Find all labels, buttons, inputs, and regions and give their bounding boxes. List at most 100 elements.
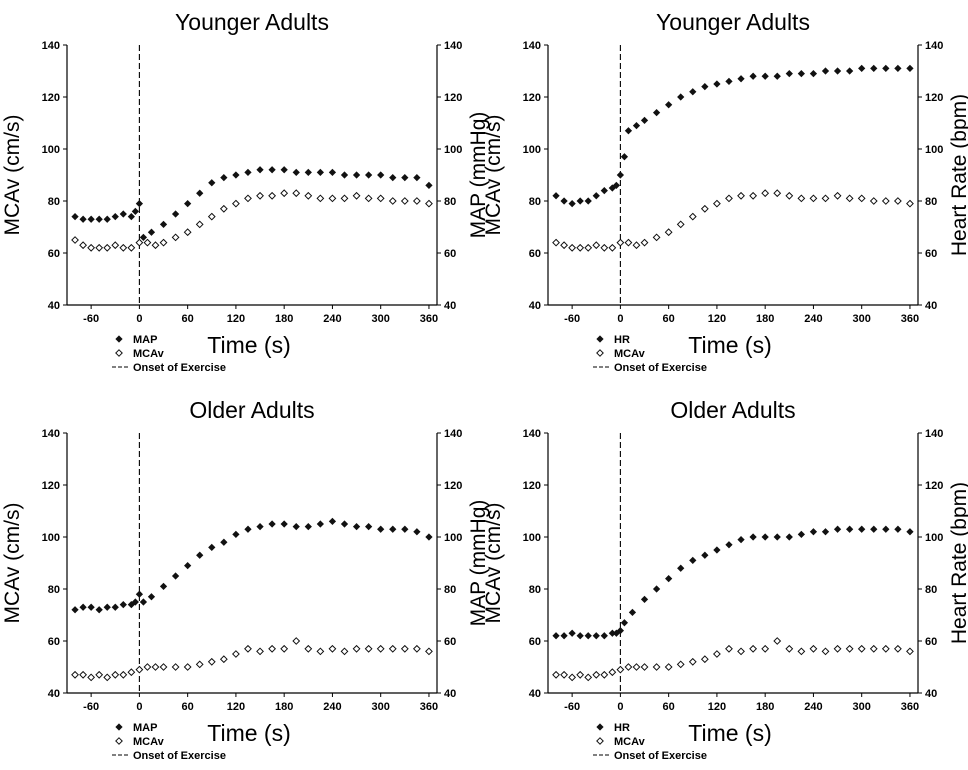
data-point-hr — [858, 525, 866, 533]
left-y-tick-label: 120 — [42, 480, 60, 492]
right-y-tick-label: 100 — [925, 144, 943, 156]
chart-title: Older Adults — [189, 397, 314, 423]
data-point-hr — [821, 528, 830, 536]
data-point-map — [280, 166, 288, 174]
data-point-map — [147, 228, 156, 236]
legend: MAP MCAv Onset of Exercise — [112, 722, 226, 762]
x-tick-label: -60 — [83, 313, 99, 325]
right-y-tick-label: 40 — [925, 688, 937, 700]
data-point-map — [208, 543, 216, 552]
data-point-map — [352, 171, 361, 179]
data-point-mcav — [725, 194, 733, 203]
data-point-mcav — [219, 655, 228, 664]
data-point-mcav — [135, 238, 144, 247]
data-point-map — [139, 233, 148, 242]
right-y-tick-label: 80 — [444, 196, 456, 208]
data-point-hr — [713, 80, 721, 88]
data-point-mcav — [95, 670, 104, 679]
x-tick-label: 0 — [136, 701, 142, 713]
data-point-mcav — [773, 637, 782, 645]
data-point-mcav — [316, 647, 325, 656]
x-tick-label: 120 — [227, 313, 245, 325]
legend-marker-mcav — [115, 349, 123, 357]
data-point-map — [401, 525, 409, 533]
data-point-mcav — [159, 663, 168, 671]
data-point-mcav — [797, 194, 806, 203]
data-point-mcav — [71, 670, 79, 679]
data-point-map — [79, 215, 87, 223]
data-point-map — [365, 171, 373, 179]
data-point-map — [304, 168, 312, 177]
x-tick-label: 180 — [275, 701, 293, 713]
data-point-hr — [713, 546, 721, 554]
series-mcav — [71, 637, 433, 682]
data-point-map — [340, 520, 349, 528]
data-point-mcav — [632, 241, 641, 250]
legend: HR MCAv Onset of Exercise — [593, 722, 707, 762]
data-point-map — [268, 520, 276, 528]
legend-marker-map — [115, 723, 123, 731]
right-y-tick-label: 120 — [444, 480, 462, 492]
data-point-hr — [737, 75, 745, 83]
data-point-mcav — [364, 644, 373, 653]
data-point-mcav — [552, 670, 560, 679]
data-point-mcav — [624, 238, 633, 247]
data-point-hr — [652, 585, 661, 593]
legend-label-mcav: MCAv — [614, 736, 646, 748]
left-y-tick-label: 140 — [523, 428, 541, 440]
data-point-map — [340, 171, 349, 179]
data-point-mcav — [906, 199, 914, 208]
x-tick-label: 300 — [372, 701, 390, 713]
left-y-tick-label: 100 — [523, 532, 541, 544]
data-point-mcav — [207, 657, 216, 666]
data-point-mcav — [749, 644, 758, 653]
data-point-mcav — [632, 663, 641, 671]
data-point-mcav — [232, 650, 240, 658]
left-y-tick-label: 60 — [48, 636, 60, 648]
data-point-mcav — [664, 228, 673, 237]
data-point-hr — [552, 192, 560, 200]
data-point-hr — [894, 525, 902, 533]
data-point-mcav — [552, 238, 560, 247]
data-point-mcav — [616, 665, 625, 674]
data-point-map — [131, 598, 139, 606]
right-y-tick-label: 140 — [925, 40, 943, 52]
data-point-hr — [749, 72, 757, 80]
left-y-tick-label: 120 — [42, 92, 60, 104]
data-point-hr — [701, 551, 709, 559]
left-y-tick-label: 80 — [48, 196, 60, 208]
data-point-map — [171, 572, 180, 580]
x-tick-label: 240 — [804, 701, 822, 713]
data-point-map — [316, 168, 324, 177]
right-y-tick-label: 60 — [444, 248, 456, 260]
data-point-mcav — [652, 663, 661, 671]
data-point-mcav — [749, 191, 758, 200]
series-hr — [552, 64, 914, 208]
data-point-map — [135, 590, 144, 598]
right-y-tick-label: 120 — [444, 92, 462, 104]
right-y-tick-label: 80 — [925, 196, 937, 208]
data-point-hr — [749, 533, 757, 541]
data-point-mcav — [761, 189, 770, 198]
data-point-mcav — [388, 644, 397, 653]
data-point-mcav — [881, 197, 890, 205]
data-point-hr — [689, 88, 697, 96]
data-point-mcav — [171, 663, 180, 671]
chart-title: Younger Adults — [656, 9, 810, 35]
data-point-mcav — [352, 644, 361, 653]
data-point-hr — [600, 632, 608, 640]
data-point-mcav — [584, 243, 593, 252]
right-y-tick-label: 60 — [925, 636, 937, 648]
x-tick-label: 360 — [420, 313, 438, 325]
data-point-mcav — [376, 194, 385, 203]
data-point-mcav — [304, 191, 313, 200]
data-point-mcav — [761, 644, 770, 653]
data-point-hr — [870, 525, 878, 533]
data-point-mcav — [151, 241, 160, 250]
right-y-tick-label: 140 — [444, 40, 462, 52]
data-point-mcav — [119, 243, 128, 252]
data-point-mcav — [425, 647, 433, 656]
data-point-hr — [821, 67, 830, 75]
x-tick-label: 240 — [323, 701, 341, 713]
data-point-mcav — [560, 241, 568, 250]
